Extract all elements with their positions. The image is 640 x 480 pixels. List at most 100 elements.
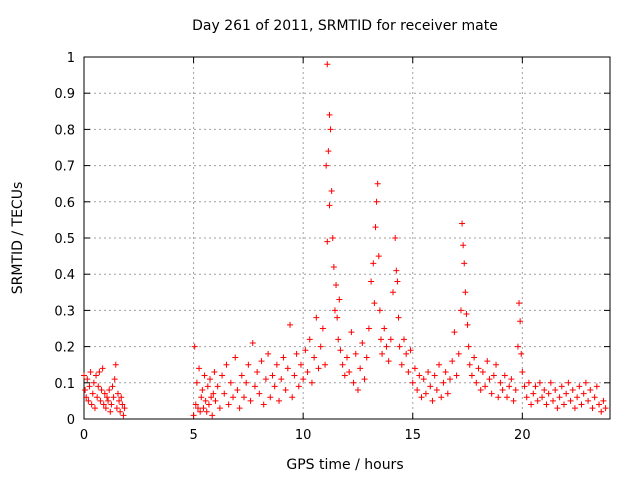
data-point — [287, 321, 294, 328]
data-point — [121, 405, 128, 412]
data-point — [339, 361, 346, 368]
y-tick-label: 0.9 — [54, 87, 75, 102]
data-point — [306, 336, 313, 343]
data-point — [552, 387, 559, 394]
data-point — [260, 401, 267, 408]
data-point — [325, 148, 332, 155]
data-point — [554, 405, 561, 412]
data-point — [571, 405, 578, 412]
data-point — [192, 401, 199, 408]
data-point — [326, 111, 333, 118]
data-point — [104, 394, 111, 401]
data-point — [329, 235, 336, 241]
data-point — [93, 372, 100, 379]
data-point — [409, 379, 416, 386]
data-point — [525, 379, 532, 386]
data-point — [543, 401, 550, 408]
data-point — [387, 336, 394, 343]
data-point — [361, 376, 368, 383]
data-point — [333, 282, 340, 289]
data-point — [100, 401, 107, 408]
data-point — [116, 397, 123, 404]
data-point — [238, 372, 245, 379]
axis-ticks: 00.10.20.30.40.50.60.70.80.910 5 10 15 20 — [54, 51, 610, 443]
grid-lines — [84, 57, 610, 419]
data-point — [516, 300, 523, 307]
data-point — [344, 354, 350, 361]
data-point — [99, 365, 106, 372]
x-axis-label: GPS time / hours — [286, 457, 404, 473]
data-point — [202, 397, 209, 404]
data-point — [200, 405, 207, 412]
data-point — [289, 394, 296, 401]
data-point — [488, 390, 495, 397]
data-point — [207, 376, 214, 383]
y-tick-label: 0 — [67, 413, 75, 428]
data-point — [484, 358, 491, 365]
data-point — [341, 372, 348, 379]
data-point — [85, 397, 92, 404]
data-point — [96, 368, 103, 375]
data-point — [447, 376, 454, 383]
data-point — [433, 387, 440, 394]
data-point — [451, 329, 458, 336]
data-point — [466, 361, 473, 368]
data-point — [438, 394, 445, 401]
data-point — [352, 350, 359, 357]
data-point — [461, 260, 468, 267]
data-point — [462, 289, 469, 296]
data-point — [394, 278, 401, 285]
data-point — [363, 354, 370, 361]
data-point — [102, 405, 109, 412]
data-point — [475, 365, 482, 372]
data-point — [337, 347, 344, 354]
data-point — [512, 387, 519, 394]
data-point — [547, 379, 554, 386]
data-point — [295, 383, 302, 390]
x-tick-label: 15 — [404, 428, 421, 443]
data-point — [114, 390, 121, 397]
data-point — [464, 321, 471, 328]
data-point — [245, 361, 252, 368]
data-point — [254, 368, 261, 375]
data-point — [198, 394, 205, 401]
data-point — [234, 387, 241, 394]
data-point — [532, 383, 539, 390]
data-point — [284, 365, 291, 372]
data-point — [280, 354, 287, 361]
data-point — [405, 368, 412, 375]
data-point — [403, 350, 410, 357]
data-point — [240, 394, 247, 401]
data-point — [304, 368, 311, 375]
data-point — [191, 343, 198, 350]
data-point — [271, 383, 278, 390]
data-point — [334, 314, 341, 321]
data-point — [335, 336, 342, 343]
data-point — [600, 397, 607, 404]
data-point — [197, 408, 204, 415]
data-point — [90, 379, 97, 386]
data-point — [243, 379, 250, 386]
data-point — [249, 339, 256, 346]
data-point — [574, 394, 581, 401]
data-point — [411, 365, 418, 372]
data-point — [518, 350, 525, 357]
data-point — [514, 343, 521, 350]
data-point — [569, 387, 576, 394]
data-point — [204, 383, 211, 390]
y-tick-label: 0.7 — [54, 160, 75, 175]
data-point — [463, 311, 470, 318]
data-point — [219, 372, 226, 379]
data-point — [256, 390, 263, 397]
data-point — [499, 387, 506, 394]
y-tick-label: 0.8 — [54, 123, 75, 138]
data-point — [377, 336, 384, 343]
data-point — [221, 390, 228, 397]
data-point — [324, 238, 331, 245]
data-point — [395, 314, 402, 321]
data-point — [336, 296, 343, 303]
data-point — [429, 397, 436, 404]
data-point — [214, 383, 221, 390]
data-point — [110, 394, 117, 401]
